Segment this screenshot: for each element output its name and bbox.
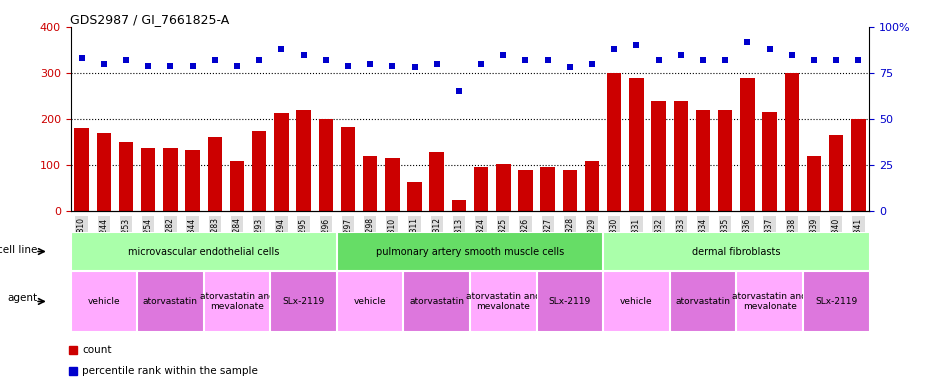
Bar [540,167,555,211]
Point [718,57,733,63]
Bar [340,127,355,211]
Point [540,57,556,63]
Text: count: count [83,345,112,355]
Point [762,46,777,52]
Text: SLx-2119: SLx-2119 [815,297,857,306]
Bar [607,73,621,211]
Point [163,63,178,69]
Text: atorvastatin and
mevalonate: atorvastatin and mevalonate [199,292,274,311]
Bar [852,119,866,211]
Bar [674,101,688,211]
Bar [296,110,311,211]
Text: vehicle: vehicle [620,297,652,306]
Bar [762,112,776,211]
Text: agent: agent [8,293,38,303]
Point [585,61,600,67]
Text: pulmonary artery smooth muscle cells: pulmonary artery smooth muscle cells [376,247,564,257]
Text: SLx-2119: SLx-2119 [282,297,324,306]
Text: atorvastatin: atorvastatin [409,297,464,306]
Point [96,61,111,67]
Point [74,55,89,61]
Text: microvascular endothelial cells: microvascular endothelial cells [128,247,279,257]
Text: SLx-2119: SLx-2119 [549,297,591,306]
Point [141,63,156,69]
Bar [164,147,178,211]
Point [340,63,355,69]
Text: cell line: cell line [0,245,38,255]
Bar [363,156,377,211]
Bar [252,131,266,211]
Bar [208,137,222,211]
Text: percentile rank within the sample: percentile rank within the sample [83,366,258,376]
Bar [829,135,843,211]
Point [118,57,133,63]
Point [518,57,533,63]
Point [696,57,711,63]
Bar [185,150,200,211]
Text: atorvastatin and
mevalonate: atorvastatin and mevalonate [732,292,807,311]
Point [740,38,755,45]
Text: dermal fibroblasts: dermal fibroblasts [692,247,780,257]
Bar [141,147,155,211]
Point [407,65,422,71]
Point [274,46,289,52]
Bar [585,161,600,211]
Bar [740,78,755,211]
Point [495,51,510,58]
Bar [118,142,133,211]
Point [207,57,222,63]
Point [319,57,334,63]
Point [363,61,378,67]
Point [229,63,244,69]
Bar [430,152,444,211]
Point [474,61,489,67]
Text: vehicle: vehicle [353,297,386,306]
Bar [407,182,422,211]
Point [673,51,688,58]
Point [629,42,644,48]
Text: atorvastatin: atorvastatin [143,297,198,306]
Bar [518,170,533,211]
Point [296,51,311,58]
Bar [629,78,644,211]
Bar [696,110,711,211]
Text: vehicle: vehicle [87,297,120,306]
Point [651,57,666,63]
Point [430,61,445,67]
Bar [319,119,333,211]
Bar [718,110,732,211]
Text: GDS2987 / GI_7661825-A: GDS2987 / GI_7661825-A [70,13,229,26]
Bar [496,164,510,211]
Point [451,88,466,94]
Point [829,57,844,63]
Point [562,65,577,71]
Point [807,57,822,63]
Bar [229,161,244,211]
Point [606,46,621,52]
Point [252,57,267,63]
Point [185,63,200,69]
Point [784,51,799,58]
Bar [785,73,799,211]
Bar [385,158,400,211]
Bar [807,156,822,211]
Bar [274,113,289,211]
Point [384,63,400,69]
Bar [74,128,88,211]
Bar [563,170,577,211]
Bar [97,133,111,211]
Text: atorvastatin and
mevalonate: atorvastatin and mevalonate [466,292,540,311]
Bar [651,101,666,211]
Bar [474,167,488,211]
Text: atorvastatin: atorvastatin [676,297,730,306]
Bar [452,200,466,211]
Point [851,57,866,63]
